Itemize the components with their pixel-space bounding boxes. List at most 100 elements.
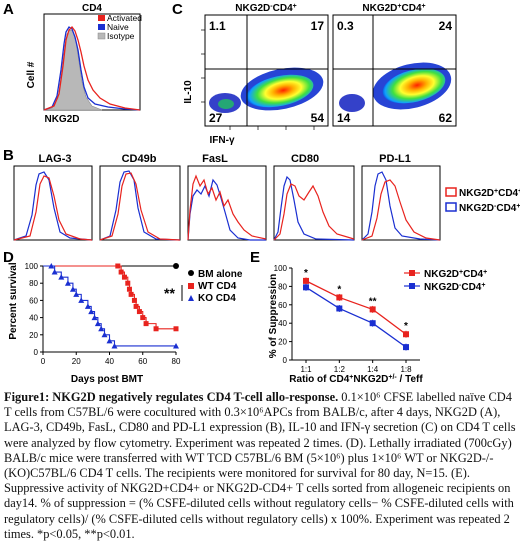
- e-point: [403, 344, 409, 351]
- e-point: [303, 284, 309, 291]
- e-significance-label: *: [337, 284, 341, 295]
- plot1-ticks: [201, 29, 315, 130]
- panel-e-ylabel: % of Suppression: [268, 274, 279, 358]
- d-point-wt: [125, 280, 131, 286]
- plot1-q-lr: 54: [311, 111, 325, 125]
- histogram-cd80: [273, 165, 355, 241]
- plot1-density-core: [246, 74, 314, 108]
- e-significance-label: *: [304, 268, 308, 279]
- legend-label-e-neg: NKG2D-CD4+: [424, 282, 485, 293]
- panel-b-legend: NKG2D+CD4+ NKG2D-CD4+: [445, 187, 520, 214]
- panel-c-xlabel: IFN-γ: [210, 135, 235, 146]
- d-y-tick-label: 20: [29, 331, 38, 340]
- d-point-wt: [143, 321, 149, 327]
- legend-label-bm: BM alone: [198, 269, 243, 280]
- histogram-cd49b: [99, 165, 181, 241]
- panel-d-ylabel: Percent survival: [8, 262, 19, 339]
- d-point-wt: [128, 291, 134, 297]
- e-y-tick-label: 20: [278, 338, 287, 347]
- d-point-ko: [101, 331, 108, 338]
- marker-label-cd80: CD80: [291, 153, 319, 165]
- d-y-tick-label: 80: [29, 279, 38, 288]
- d-point-ko: [73, 291, 80, 297]
- plot1-title: NKG2D-CD4+: [235, 3, 296, 14]
- marker-label-fasl: FasL: [202, 153, 228, 165]
- e-y-tick-label: 40: [278, 319, 287, 328]
- naive-histogram: [43, 26, 141, 111]
- legend-label-isotype: Isotype: [107, 31, 135, 41]
- d-y-tick-label: 60: [29, 296, 38, 305]
- d-point-wt: [121, 274, 127, 280]
- plot1-q-ul: 1.1: [209, 19, 226, 33]
- legend-label-e-pos: NKG2D+CD4+: [424, 269, 487, 280]
- panel-letter-a: A: [3, 1, 14, 18]
- panel-letter-c: C: [172, 1, 183, 18]
- d-point-ko: [84, 303, 91, 309]
- panel-letter-e: E: [250, 249, 260, 266]
- d-point-ko: [94, 320, 101, 327]
- legend-swatch-neg: [445, 202, 457, 212]
- e-y-tick-label: 80: [278, 282, 287, 291]
- e-series-line-0: [305, 280, 407, 335]
- legend-label-pos: NKG2D+CD4+: [459, 188, 520, 199]
- legend-swatch-activated: [98, 15, 105, 21]
- d-x-tick-label: 0: [41, 357, 46, 366]
- panel-b: B LAG-3 CD49b FasL CD80 PD-L1: [3, 147, 520, 241]
- e-significance-label: *: [404, 321, 408, 332]
- panel-a: A CD4 Activated Naive Isotype Cell # NKG…: [3, 1, 142, 125]
- legend-marker-ko: [188, 295, 194, 301]
- e-x-tick-label: 1:1: [300, 365, 312, 374]
- plot1-q-ll: 27: [209, 111, 223, 125]
- d-point-wt: [118, 269, 124, 275]
- e-y-tick-label: 60: [278, 301, 287, 310]
- panel-c-ylabel: IL-10: [183, 80, 194, 104]
- panel-e-series: *****: [303, 268, 409, 351]
- marker-label-pdl1: PD-L1: [379, 153, 411, 165]
- d-point-wt: [126, 286, 132, 292]
- flow-plot-2: 0.3 24 14 62: [332, 14, 457, 127]
- plot2-q-ur: 24: [439, 19, 453, 33]
- histogram-lag3: [13, 165, 93, 241]
- d-point-ko: [106, 337, 113, 344]
- d-point-ko: [58, 274, 65, 280]
- e-point: [303, 277, 309, 284]
- panel-d-xlabel: Days post BMT: [71, 374, 143, 385]
- e-point: [336, 305, 343, 312]
- e-point: [403, 331, 409, 338]
- panel-letter-b: B: [3, 147, 14, 164]
- plot2-q-ll: 14: [337, 111, 351, 125]
- histogram-pdl1: [361, 165, 441, 241]
- d-point-ko: [64, 280, 71, 286]
- d-point-ko: [69, 286, 76, 292]
- panel-a-legend: Activated Naive Isotype: [97, 13, 142, 41]
- d-point-wt: [136, 309, 142, 315]
- d-point-bm: [173, 263, 179, 269]
- d-point-wt: [140, 315, 146, 321]
- d-y-tick-label: 0: [34, 348, 39, 357]
- panel-letter-d: D: [3, 249, 14, 266]
- caption-title: Figure1: NKG2D negatively regulates CD4 …: [4, 390, 339, 404]
- e-y-tick-label: 0: [283, 356, 288, 365]
- panel-d-legend: BM alone WT CD4 KO CD4 **: [164, 269, 243, 304]
- figure-caption: Figure1: NKG2D negatively regulates CD4 …: [4, 390, 516, 542]
- e-x-tick-label: 1:2: [334, 365, 346, 374]
- d-point-ko: [98, 325, 105, 332]
- marker-label-lag3: LAG-3: [39, 153, 72, 165]
- d-y-tick-label: 100: [25, 262, 39, 271]
- legend-label-wt: WT CD4: [198, 281, 237, 292]
- d-point-wt: [115, 263, 121, 269]
- e-y-tick-label: 100: [274, 264, 288, 273]
- d-point-wt: [133, 303, 139, 309]
- panel-e-axes: 0 20 40 60 80 100 1:1 1:2 1:4 1:8: [274, 264, 420, 374]
- legend-label-activated: Activated: [107, 13, 142, 23]
- legend-marker-e-neg: [409, 283, 415, 289]
- e-x-tick-label: 1:8: [400, 365, 412, 374]
- d-point-ko: [51, 269, 58, 275]
- panel-d-significance: **: [164, 285, 175, 301]
- plot2-density-core: [382, 68, 446, 104]
- panel-e: E % of Suppression 0 20 40 60 80 100 1:1 1:2 1:4…: [250, 249, 487, 385]
- d-x-tick-label: 60: [138, 357, 147, 366]
- e-x-tick-label: 1:4: [367, 365, 379, 374]
- d-point-ko: [78, 297, 85, 303]
